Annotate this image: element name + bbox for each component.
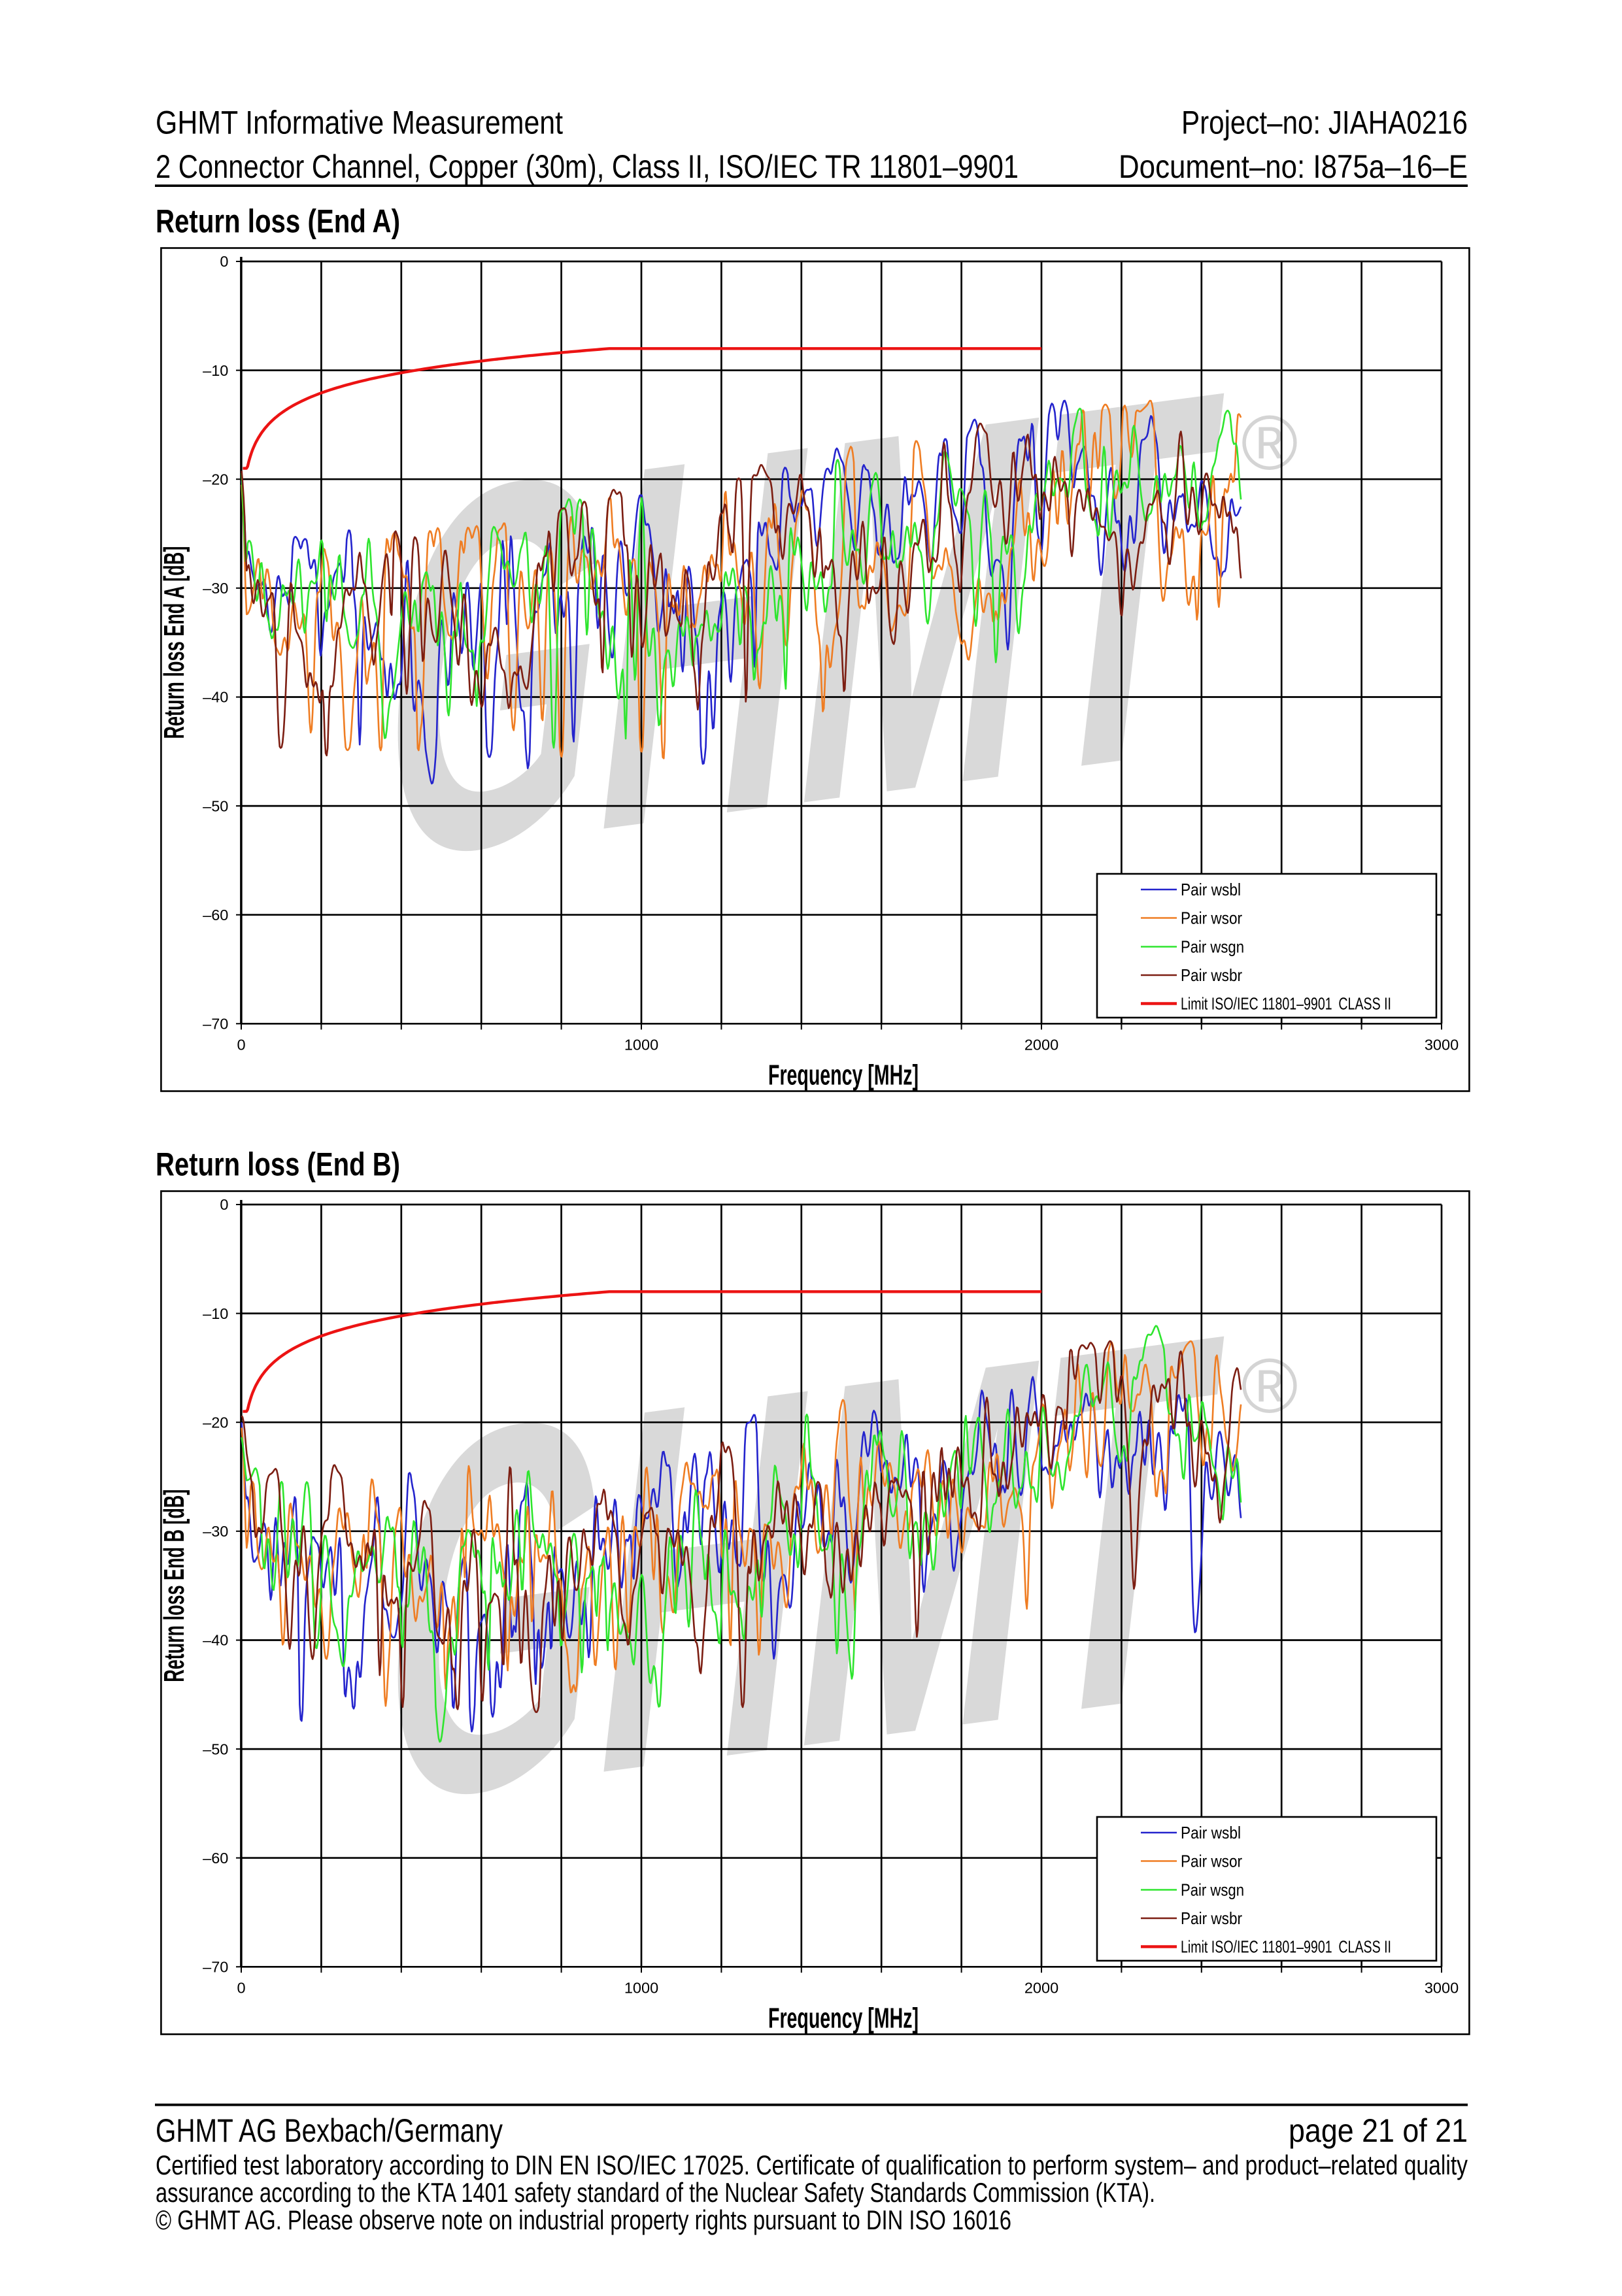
svg-text:Limit ISO/IEC 11801–9901 CLASS: Limit ISO/IEC 11801–9901 CLASS II: [1181, 1937, 1391, 1957]
svg-text:Return loss End B [dB]: Return loss End B [dB]: [158, 1489, 190, 1682]
svg-text:1000: 1000: [624, 1979, 658, 1996]
svg-text:®: ®: [1242, 1343, 1298, 1429]
svg-text:–60: –60: [203, 907, 228, 923]
svg-text:–50: –50: [203, 797, 228, 814]
svg-text:0: 0: [220, 253, 228, 270]
svg-text:© GHMT AG. Please observe note: © GHMT AG. Please observe note on indust…: [156, 2204, 1011, 2235]
svg-text:–30: –30: [203, 580, 228, 597]
svg-text:Certified test laboratory acco: Certified test laboratory according to D…: [156, 2150, 1468, 2180]
svg-text:–10: –10: [203, 362, 228, 379]
svg-text:2 Connector Channel, Copper (3: 2 Connector Channel, Copper (30m), Class…: [156, 148, 1019, 185]
svg-text:page 21 of 21: page 21 of 21: [1289, 2112, 1468, 2149]
svg-text:1000: 1000: [624, 1036, 658, 1053]
svg-text:Project–no: JIAHA0216: Project–no: JIAHA0216: [1181, 105, 1468, 141]
svg-text:Return loss (End A): Return loss (End A): [156, 203, 400, 240]
svg-text:3000: 3000: [1425, 1036, 1459, 1053]
svg-text:0: 0: [237, 1979, 245, 1996]
svg-text:–70: –70: [203, 1959, 228, 1976]
svg-text:–70: –70: [203, 1016, 228, 1033]
svg-text:–20: –20: [203, 471, 228, 488]
svg-text:Pair wsgn: Pair wsgn: [1181, 1880, 1244, 1900]
svg-text:3000: 3000: [1425, 1979, 1459, 1996]
svg-text:Pair wsbl: Pair wsbl: [1181, 1823, 1241, 1842]
svg-text:–50: –50: [203, 1740, 228, 1757]
svg-text:Return loss (End B): Return loss (End B): [156, 1146, 400, 1183]
svg-text:–10: –10: [203, 1305, 228, 1322]
svg-text:–40: –40: [203, 689, 228, 706]
svg-text:GHMT: GHMT: [357, 279, 1240, 970]
svg-text:Return loss End A [dB]: Return loss End A [dB]: [158, 546, 190, 739]
svg-text:Pair wsor: Pair wsor: [1181, 908, 1242, 928]
svg-text:Frequency [MHz]: Frequency [MHz]: [768, 1059, 919, 1091]
svg-text:Pair wsgn: Pair wsgn: [1181, 937, 1244, 957]
svg-text:2000: 2000: [1024, 1036, 1058, 1053]
svg-text:GHMT Informative Measurement: GHMT Informative Measurement: [156, 105, 563, 141]
svg-text:assurance according to the KTA: assurance according to the KTA 1401 safe…: [156, 2177, 1155, 2208]
svg-text:Pair wsbl: Pair wsbl: [1181, 880, 1241, 899]
svg-text:Pair wsbr: Pair wsbr: [1181, 1908, 1242, 1928]
svg-text:–60: –60: [203, 1850, 228, 1867]
svg-text:®: ®: [1242, 400, 1298, 486]
svg-text:Limit ISO/IEC 11801–9901 CLASS: Limit ISO/IEC 11801–9901 CLASS II: [1181, 994, 1391, 1014]
svg-text:0: 0: [237, 1036, 245, 1053]
svg-text:2000: 2000: [1024, 1979, 1058, 1996]
svg-text:–40: –40: [203, 1632, 228, 1649]
svg-text:Pair wsbr: Pair wsbr: [1181, 965, 1242, 985]
svg-text:GHMT AG Bexbach/Germany: GHMT AG Bexbach/Germany: [156, 2112, 503, 2149]
svg-text:Document–no: I875a–16–E: Document–no: I875a–16–E: [1119, 148, 1468, 185]
svg-text:0: 0: [220, 1196, 228, 1213]
svg-text:–20: –20: [203, 1414, 228, 1431]
svg-text:Frequency [MHz]: Frequency [MHz]: [768, 2002, 919, 2034]
svg-text:–30: –30: [203, 1523, 228, 1540]
svg-text:Pair wsor: Pair wsor: [1181, 1852, 1242, 1871]
